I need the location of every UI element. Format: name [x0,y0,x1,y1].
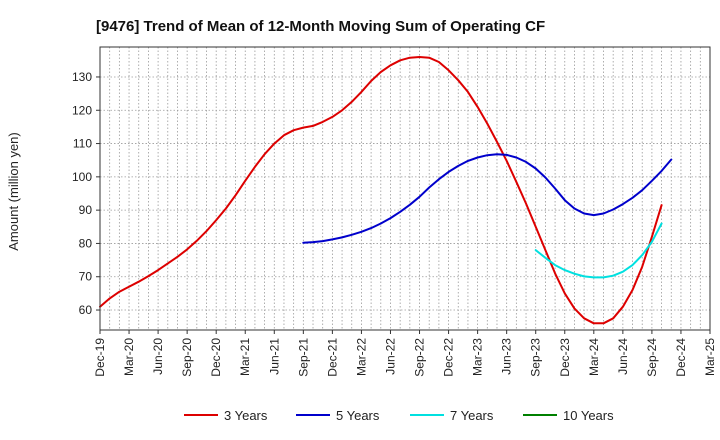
y-tick-label: 110 [73,137,92,151]
x-tick-label: Dec-22 [442,338,456,377]
grid [100,47,710,330]
x-tick-label: Dec-19 [93,338,107,377]
series-line-3-years [99,56,663,325]
legend-label: 5 Years [336,408,380,423]
x-tick-label: Mar-25 [703,338,717,376]
legend-label: 3 Years [224,408,268,423]
y-axis-label: Amount (million yen) [6,132,21,251]
x-tick-label: Dec-24 [674,338,688,377]
x-tick-label: Sep-22 [413,338,427,377]
x-tick-label: Jun-20 [151,338,165,375]
x-tick-label: Jun-23 [500,338,514,375]
x-tick-label: Mar-23 [471,338,485,376]
x-tick-label: Mar-21 [238,338,252,376]
x-tick-label: Sep-24 [645,338,659,377]
x-tick-label: Jun-21 [267,338,281,375]
x-tick-label: Jun-22 [383,338,397,375]
y-tick-label: 80 [79,236,93,250]
x-tick-label: Sep-21 [296,338,310,377]
y-tick-label: 120 [72,103,92,117]
x-tick-label: Dec-20 [209,338,223,377]
y-tick-label: 100 [72,170,92,184]
x-tick-label: Jun-24 [616,338,630,375]
x-tick-label: Mar-24 [587,338,601,376]
series-lines [99,56,673,325]
plot-area-frame [99,46,711,331]
y-tick-label: 60 [79,303,93,317]
series-line-5-years [302,153,673,244]
y-tick-label: 70 [79,270,93,284]
x-tick-label: Mar-20 [122,338,136,376]
y-tick-label: 130 [72,70,92,84]
x-tick-label: Mar-22 [354,338,368,376]
x-tick-label: Dec-23 [558,338,572,377]
x-tick-label: Sep-20 [180,338,194,377]
x-tick-label: Dec-21 [325,338,339,377]
legend-label: 7 Years [450,408,494,423]
x-axis-ticks: Dec-19 Mar-20 Jun-20 Sep-20 Dec-20 Mar-21 Jun-… [93,330,717,377]
y-tick-label: 90 [79,203,93,217]
series-line-7-years [534,222,663,279]
chart-title: [9476] Trend of Mean of 12-Month Moving … [96,18,545,35]
legend: 3 Years 5 Years 7 Years 10 Years [184,408,614,423]
y-axis-ticks: 60 70 80 90 100 110 120 130 [72,70,100,317]
legend-label: 10 Years [563,408,614,423]
x-tick-label: Sep-23 [529,338,543,377]
